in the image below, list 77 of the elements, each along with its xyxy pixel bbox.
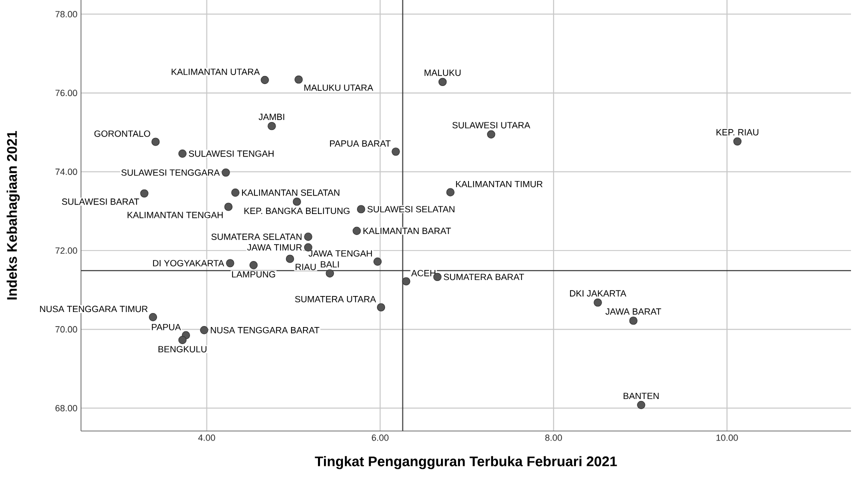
y-tick-label: 70.00	[55, 326, 78, 333]
x-tick-label: 10.00	[716, 434, 738, 441]
point	[594, 298, 602, 307]
annotation: KEP. RIAU	[716, 129, 758, 136]
annotation: KALIMANTAN BARAT	[363, 228, 451, 234]
annotation: MALUKU UTARA	[304, 84, 374, 91]
point	[286, 254, 294, 263]
annotation: NUSA TENGGARA TIMUR	[40, 306, 148, 312]
annotation: SULAWESI UTARA	[452, 122, 530, 128]
x-tick-label: 8.00	[545, 434, 562, 441]
annotation: MALUKU	[424, 70, 461, 76]
point	[352, 226, 361, 235]
point	[402, 277, 410, 286]
y-tick-label: 68.00	[55, 404, 78, 412]
point	[148, 313, 158, 322]
point	[200, 326, 208, 334]
annotation: KALIMANTAN SELATAN	[242, 189, 340, 196]
point	[438, 78, 447, 86]
x-tick-label: 4.00	[198, 434, 216, 441]
point	[376, 303, 386, 312]
point	[373, 257, 382, 266]
point	[637, 400, 646, 410]
annotation: KALIMANTAN TIMUR	[456, 180, 542, 188]
annotation: GORONTALO	[94, 130, 150, 137]
point	[356, 205, 366, 214]
y-tick-label: 74.00	[55, 168, 78, 175]
point	[733, 137, 742, 146]
y-tick-label: 78.00	[55, 11, 78, 18]
point	[224, 202, 233, 211]
annotation: LAMPUNG	[232, 271, 276, 278]
point	[446, 188, 454, 196]
annotation: BANTEN	[624, 392, 659, 399]
point	[392, 148, 400, 156]
y-axis-title: Indeks Kebahagiaan 2021	[6, 131, 20, 300]
point	[178, 150, 187, 158]
annotation: PAPUA BARAT	[330, 140, 391, 147]
point	[629, 316, 638, 325]
x-tick-label: 6.00	[372, 434, 389, 441]
annotation: PAPUA	[152, 324, 181, 330]
annotation: DKI JAKARTA	[570, 290, 626, 297]
point	[268, 122, 276, 130]
annotation: KEP. BANGKA BELITUNG	[244, 208, 350, 214]
annotation: ACEH	[411, 270, 436, 276]
y-tick-label: 76.00	[55, 90, 78, 96]
annotation: JAWA BARAT	[606, 308, 662, 315]
x-axis-title: Tingkat Pengangguran Terbuka Februari 2021	[314, 456, 617, 470]
annotation: KALIMANTAN TENGAH	[128, 212, 223, 218]
point	[226, 259, 234, 268]
point	[326, 269, 334, 278]
point	[140, 189, 148, 198]
annotation: JAMBI	[258, 114, 284, 120]
point	[260, 76, 269, 84]
annotation: KALIMANTAN UTARA	[172, 68, 260, 75]
point	[222, 168, 230, 177]
point	[178, 336, 187, 344]
annotation: SULAWESI TENGGARA	[121, 169, 220, 176]
point	[151, 138, 160, 146]
annotation: SULAWESI SELATAN	[367, 206, 454, 212]
point	[231, 188, 240, 197]
annotation: RIAU	[296, 264, 316, 270]
annotation: NUSA TENGGARA BARAT	[210, 326, 320, 334]
annotation: SUMATERA BARAT	[444, 274, 524, 280]
annotation: DI YOGYAKARTA	[153, 260, 224, 266]
point	[292, 198, 302, 206]
annotation: SUMATERA UTARA	[295, 296, 376, 302]
annotation: BENGKULU	[158, 346, 206, 352]
point	[294, 75, 303, 84]
point	[304, 232, 312, 241]
point	[487, 130, 496, 138]
annotation: SULAWESI BARAT	[62, 198, 140, 205]
annotation: SULAWESI TENGAH	[188, 150, 274, 157]
annotation: JAWA TIMUR	[247, 244, 302, 251]
annotation: BALI	[320, 261, 339, 268]
y-tick-label: 72.00	[55, 247, 78, 254]
point	[249, 261, 258, 270]
annotation: SUMATERA SELATAN	[211, 234, 302, 240]
annotation: JAWA TENGAH	[308, 250, 372, 257]
